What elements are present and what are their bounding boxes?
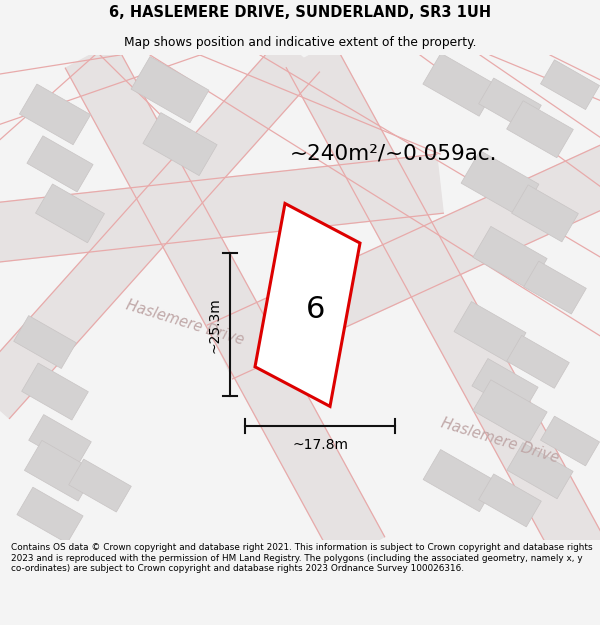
Polygon shape — [25, 441, 95, 501]
Text: 6, HASLEMERE DRIVE, SUNDERLAND, SR3 1UH: 6, HASLEMERE DRIVE, SUNDERLAND, SR3 1UH — [109, 4, 491, 19]
Polygon shape — [479, 78, 541, 131]
Text: Contains OS data © Crown copyright and database right 2021. This information is : Contains OS data © Crown copyright and d… — [11, 543, 592, 573]
Polygon shape — [19, 84, 91, 145]
Polygon shape — [524, 261, 586, 314]
Polygon shape — [506, 336, 569, 388]
Polygon shape — [454, 301, 526, 362]
Polygon shape — [423, 449, 497, 512]
Text: 6: 6 — [306, 296, 325, 324]
Polygon shape — [22, 363, 88, 420]
Polygon shape — [423, 53, 497, 116]
Polygon shape — [473, 226, 547, 289]
Polygon shape — [461, 151, 539, 217]
Polygon shape — [541, 416, 599, 466]
Text: ~240m²/~0.059ac.: ~240m²/~0.059ac. — [290, 144, 497, 164]
Polygon shape — [473, 380, 547, 443]
Polygon shape — [506, 101, 574, 158]
Polygon shape — [472, 359, 538, 414]
Polygon shape — [512, 185, 578, 242]
Text: ~25.3m: ~25.3m — [208, 297, 222, 352]
Text: Map shows position and indicative extent of the property.: Map shows position and indicative extent… — [124, 36, 476, 49]
Polygon shape — [479, 474, 541, 527]
Polygon shape — [208, 142, 600, 379]
Polygon shape — [255, 204, 360, 406]
Polygon shape — [27, 136, 93, 192]
Polygon shape — [0, 38, 319, 419]
Polygon shape — [14, 316, 76, 369]
Polygon shape — [143, 112, 217, 176]
Polygon shape — [35, 184, 104, 242]
Polygon shape — [0, 154, 443, 262]
Polygon shape — [507, 442, 573, 499]
Polygon shape — [541, 60, 599, 109]
Polygon shape — [17, 488, 83, 543]
Polygon shape — [131, 56, 209, 122]
Text: ~17.8m: ~17.8m — [292, 438, 348, 452]
Text: Haslemere Drive: Haslemere Drive — [439, 416, 561, 466]
Polygon shape — [29, 414, 91, 468]
Polygon shape — [68, 459, 131, 512]
Text: Haslemere Drive: Haslemere Drive — [124, 297, 246, 348]
Polygon shape — [65, 42, 385, 563]
Polygon shape — [286, 42, 600, 562]
